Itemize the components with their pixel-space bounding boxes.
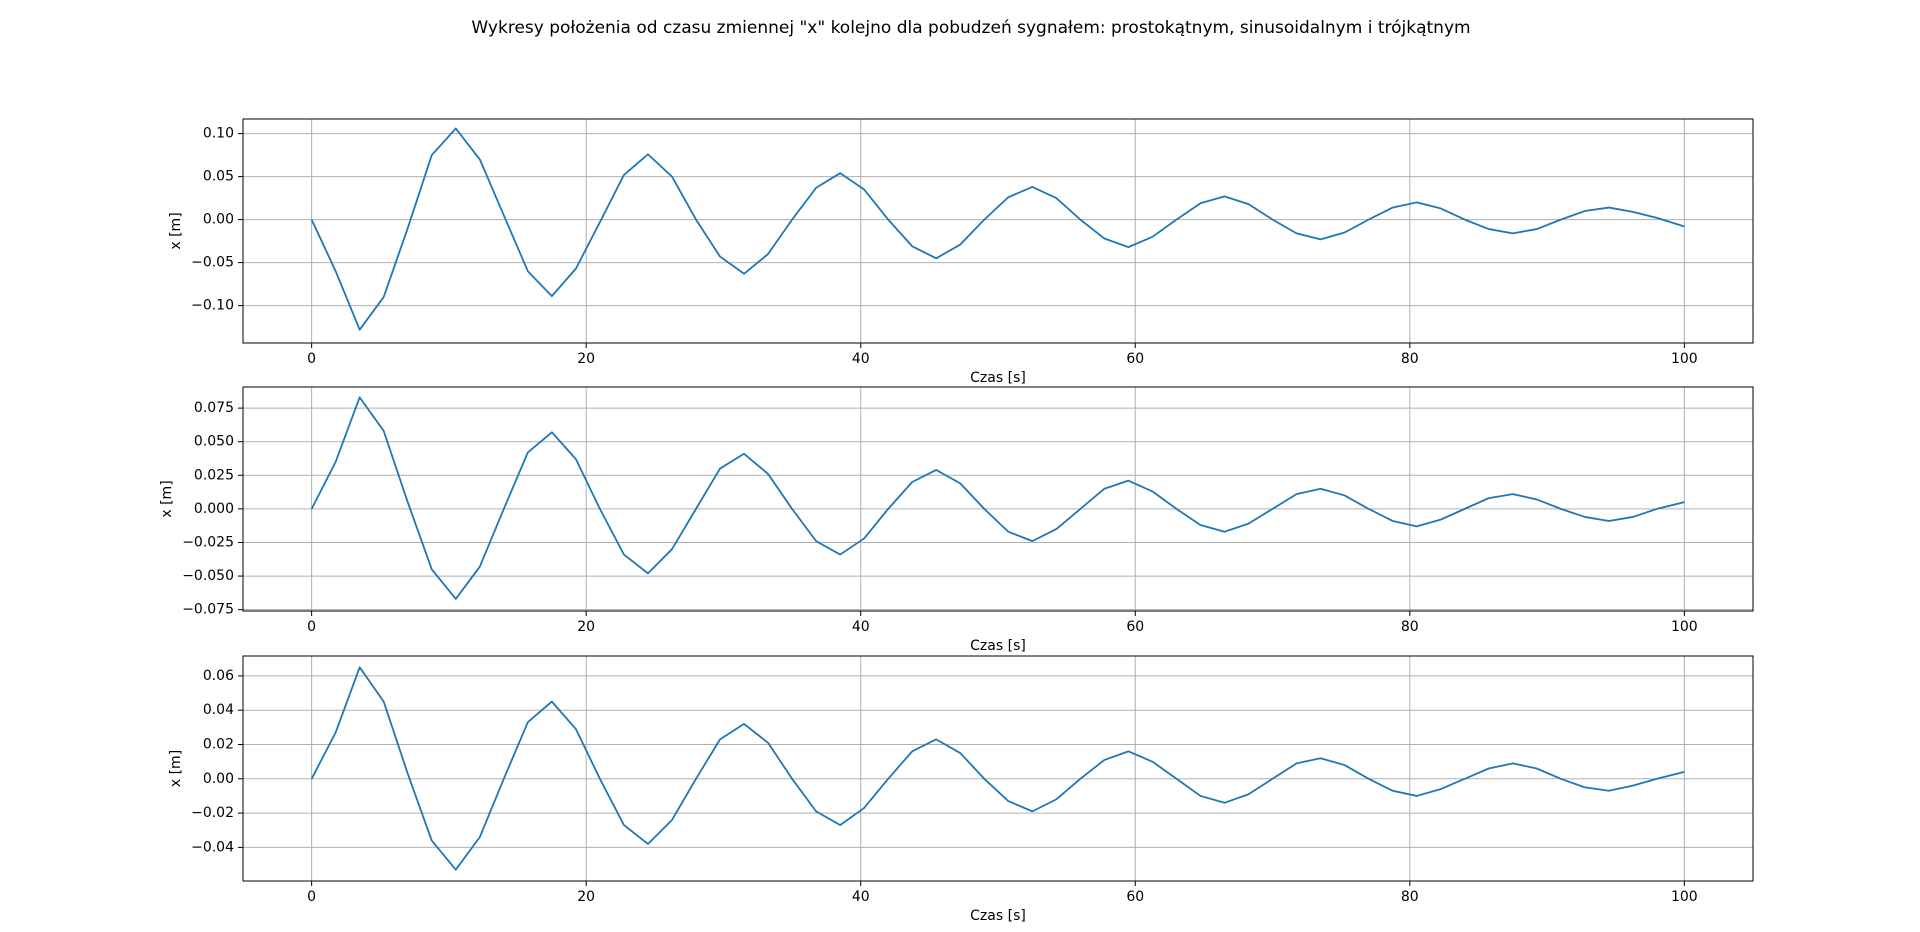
y-tick-label: −0.02 bbox=[191, 805, 234, 821]
y-axis-label: x [m] bbox=[159, 480, 175, 517]
x-axis-label: Czas [s] bbox=[970, 370, 1026, 386]
y-tick-label: 0.05 bbox=[203, 169, 234, 185]
plot-frame bbox=[242, 118, 1754, 344]
x-tick-label: 80 bbox=[1401, 889, 1419, 905]
y-tick-label: −0.050 bbox=[182, 568, 234, 584]
data-line bbox=[310, 396, 1685, 600]
y-axis-label: x [m] bbox=[168, 750, 184, 787]
y-tick-label: 0.050 bbox=[194, 434, 234, 450]
x-tick-label: 100 bbox=[1671, 351, 1698, 367]
y-tick-label: 0.075 bbox=[194, 400, 234, 416]
y-tick-label: 0.04 bbox=[203, 702, 234, 718]
x-tick-label: 20 bbox=[577, 619, 595, 635]
x-tick-label: 0 bbox=[307, 351, 316, 367]
y-axis-label: x [m] bbox=[168, 212, 184, 249]
y-tick-label: −0.025 bbox=[182, 534, 234, 550]
x-tick-label: 40 bbox=[852, 889, 870, 905]
x-tick-label: 80 bbox=[1401, 351, 1419, 367]
x-tick-label: 80 bbox=[1401, 619, 1419, 635]
x-axis-label: Czas [s] bbox=[970, 908, 1026, 924]
x-tick-label: 60 bbox=[1126, 889, 1144, 905]
y-tick-label: −0.05 bbox=[191, 255, 234, 271]
x-tick-label: 60 bbox=[1126, 351, 1144, 367]
y-tick-label: 0.02 bbox=[203, 736, 234, 752]
x-axis-label: Czas [s] bbox=[970, 638, 1026, 654]
figure-title: Wykresy położenia od czasu zmiennej "x" … bbox=[471, 18, 1470, 38]
y-tick-label: 0.025 bbox=[194, 467, 234, 483]
x-tick-label: 100 bbox=[1671, 889, 1698, 905]
y-tick-label: 0.00 bbox=[203, 771, 234, 787]
data-line bbox=[310, 127, 1685, 331]
x-tick-label: 100 bbox=[1671, 619, 1698, 635]
x-tick-label: 40 bbox=[852, 351, 870, 367]
y-tick-label: −0.04 bbox=[191, 839, 234, 855]
plot-frame bbox=[242, 655, 1754, 882]
x-tick-label: 0 bbox=[307, 619, 316, 635]
x-tick-label: 60 bbox=[1126, 619, 1144, 635]
y-tick-label: −0.075 bbox=[182, 602, 234, 618]
y-tick-label: 0.10 bbox=[203, 126, 234, 142]
data-line bbox=[310, 666, 1685, 871]
plot-frame bbox=[242, 386, 1754, 612]
y-tick-label: −0.10 bbox=[191, 298, 234, 314]
x-tick-label: 20 bbox=[577, 351, 595, 367]
x-tick-label: 20 bbox=[577, 889, 595, 905]
x-tick-label: 40 bbox=[852, 619, 870, 635]
y-tick-label: 0.00 bbox=[203, 212, 234, 228]
x-tick-label: 0 bbox=[307, 889, 316, 905]
y-tick-label: 0.000 bbox=[194, 501, 234, 517]
y-tick-label: 0.06 bbox=[203, 668, 234, 684]
